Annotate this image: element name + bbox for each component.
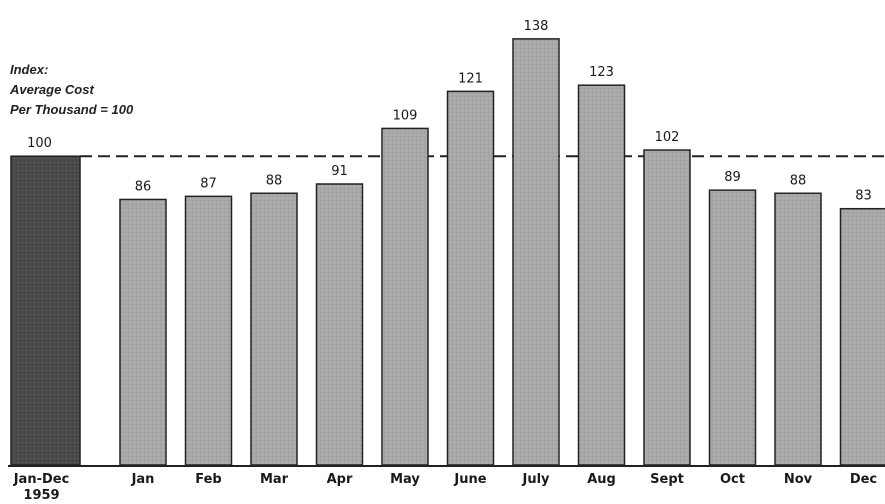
bar-mar-texture <box>251 193 297 465</box>
bar-baseline-texture <box>11 156 80 465</box>
bar-oct-texture <box>709 190 756 465</box>
bar-may-category-label: May <box>390 472 420 487</box>
bar-aug-value-label: 123 <box>589 65 614 80</box>
bar-oct-category-label: Oct <box>720 472 745 487</box>
bar-sept-texture <box>644 150 690 465</box>
bar-baseline-value-label: 100 <box>27 136 52 151</box>
bar-dec-value-label: 83 <box>855 189 872 204</box>
bar-jan-value-label: 86 <box>135 179 152 194</box>
bar-feb-texture <box>185 196 232 465</box>
bar-july-value-label: 138 <box>524 19 549 34</box>
bar-jan-category-label: Jan <box>131 472 155 487</box>
bar-apr-texture <box>316 184 363 466</box>
bar-nov-texture <box>775 193 821 465</box>
bar-dec-category-label: Dec <box>850 472 877 487</box>
bar-nov-category-label: Nov <box>784 472 813 487</box>
bar-june-value-label: 121 <box>458 71 483 86</box>
bar-july-category-label: July <box>521 472 550 487</box>
bar-sept-value-label: 102 <box>655 130 680 145</box>
bar-apr-category-label: Apr <box>327 472 353 487</box>
bar-oct-value-label: 89 <box>724 170 741 185</box>
bar-feb-category-label: Feb <box>195 472 221 487</box>
y-axis-label: Index: Average Cost Per Thousand = 100 <box>10 60 133 120</box>
bar-mar-value-label: 88 <box>266 173 283 188</box>
bar-baseline-category-label: Jan-Dec <box>13 472 70 487</box>
bar-may-texture <box>382 128 428 465</box>
bar-may-value-label: 109 <box>393 108 418 123</box>
bar-aug-texture <box>578 85 625 465</box>
bar-aug-category-label: Aug <box>587 472 616 487</box>
y-axis-label-line-3: Per Thousand = 100 <box>10 102 134 117</box>
bar-june-texture <box>447 91 494 466</box>
bar-nov-value-label: 88 <box>790 173 807 188</box>
bar-sept-category-label: Sept <box>650 472 684 487</box>
bar-jan-texture <box>120 199 166 465</box>
bar-mar-category-label: Mar <box>260 472 289 487</box>
y-axis-label-line-2: Average Cost <box>10 82 94 97</box>
bar-feb-value-label: 87 <box>200 176 217 191</box>
bar-july-texture <box>513 38 559 466</box>
bar-apr-value-label: 91 <box>331 164 348 179</box>
bar-baseline-year-label: 1959 <box>23 488 59 503</box>
y-axis-label-line-1: Index: <box>10 62 49 77</box>
bar-june-category-label: June <box>453 472 486 487</box>
bar-dec-texture <box>840 208 885 466</box>
